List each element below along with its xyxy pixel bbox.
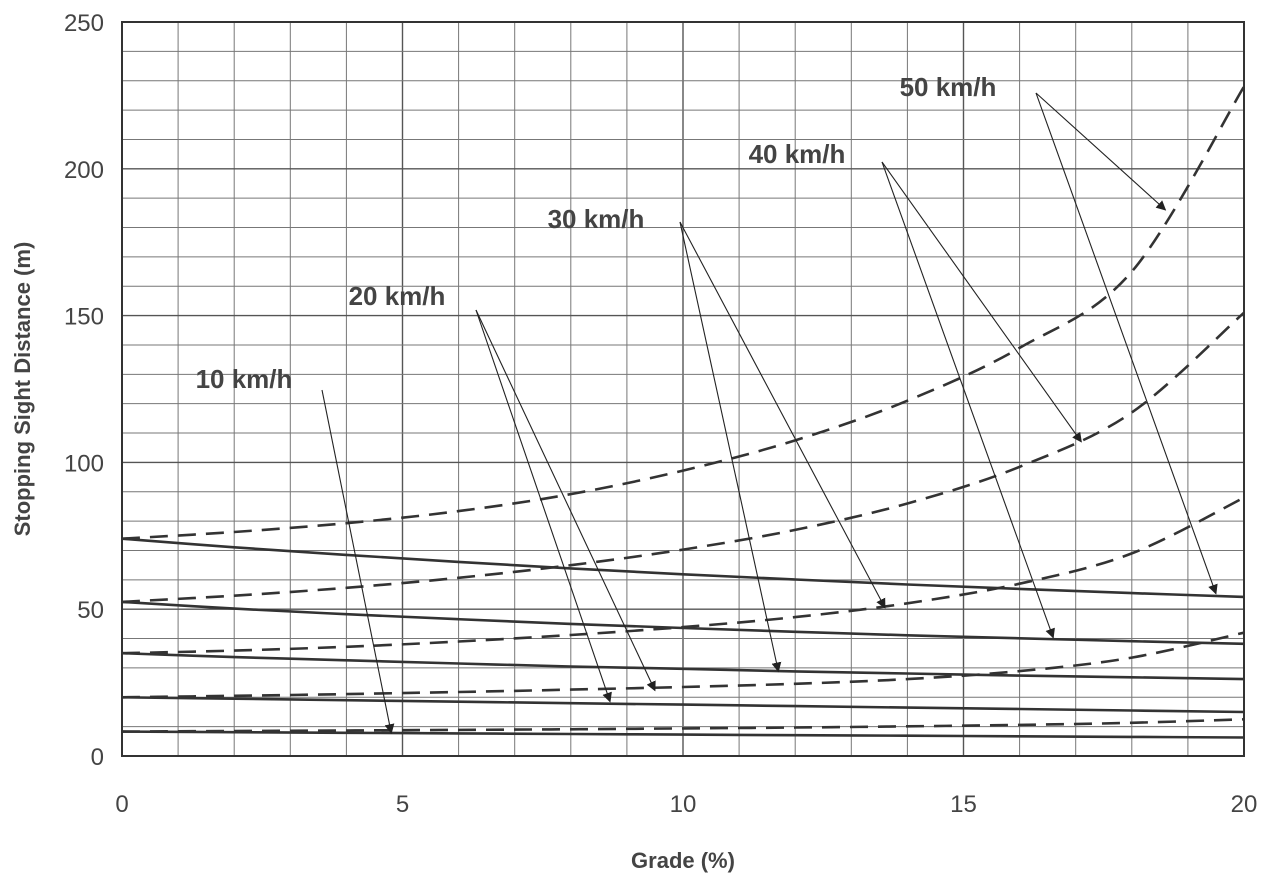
plot-border bbox=[121, 21, 1245, 757]
series-labels: 10 km/h 20 km/h 30 km/h 40 km/h 50 km/h bbox=[196, 72, 997, 394]
series-label-40-km-h: 40 km/h bbox=[749, 139, 846, 169]
y-tick-label: 100 bbox=[64, 450, 104, 477]
y-tick-label: 50 bbox=[77, 597, 104, 624]
x-tick-label: 20 bbox=[1231, 791, 1258, 818]
annotation-arrow-40-km-h bbox=[881, 161, 1055, 639]
x-tick-label: 15 bbox=[950, 791, 977, 818]
series-line-solid-40-km-h bbox=[121, 600, 1245, 646]
x-tick-label: 5 bbox=[396, 791, 409, 818]
annotation-arrows bbox=[321, 92, 1218, 735]
annotation-arrow-30-km-h bbox=[679, 221, 886, 609]
annotation-arrow-30-km-h bbox=[679, 221, 782, 673]
series-line-solid-20-km-h bbox=[121, 696, 1245, 714]
series-lines bbox=[121, 85, 1246, 739]
series-line-solid-10-km-h bbox=[121, 730, 1245, 739]
y-tick-label: 200 bbox=[64, 157, 104, 184]
series-line-solid-50-km-h bbox=[121, 537, 1245, 599]
series-label-10-km-h: 10 km/h bbox=[196, 364, 293, 394]
annotation-arrow-20-km-h bbox=[475, 309, 612, 703]
series-line-dashed-40-km-h bbox=[121, 311, 1245, 604]
y-tick-label: 0 bbox=[91, 744, 104, 771]
annotation-arrow-50-km-h bbox=[1035, 92, 1218, 595]
plot-area bbox=[121, 21, 1245, 757]
annotation-arrow-10-km-h bbox=[321, 389, 395, 735]
y-axis-title: Stopping Sight Distance (m) bbox=[10, 242, 35, 537]
x-tick-label: 10 bbox=[670, 791, 697, 818]
x-tick-label: 0 bbox=[115, 791, 128, 818]
annotation-arrow-50-km-h bbox=[1035, 92, 1167, 211]
series-line-dashed-20-km-h bbox=[121, 631, 1245, 699]
annotation-arrow-20-km-h bbox=[475, 309, 656, 692]
series-line-solid-30-km-h bbox=[121, 651, 1245, 681]
x-axis-title: Grade (%) bbox=[631, 848, 735, 873]
series-label-50-km-h: 50 km/h bbox=[900, 72, 997, 102]
y-tick-label: 250 bbox=[64, 10, 104, 37]
series-line-dashed-50-km-h bbox=[121, 85, 1246, 540]
series-line-dashed-10-km-h bbox=[121, 718, 1245, 733]
series-label-20-km-h: 20 km/h bbox=[349, 281, 446, 311]
series-label-30-km-h: 30 km/h bbox=[548, 204, 645, 234]
y-tick-label: 150 bbox=[64, 304, 104, 331]
annotation-arrow-40-km-h bbox=[881, 161, 1082, 443]
